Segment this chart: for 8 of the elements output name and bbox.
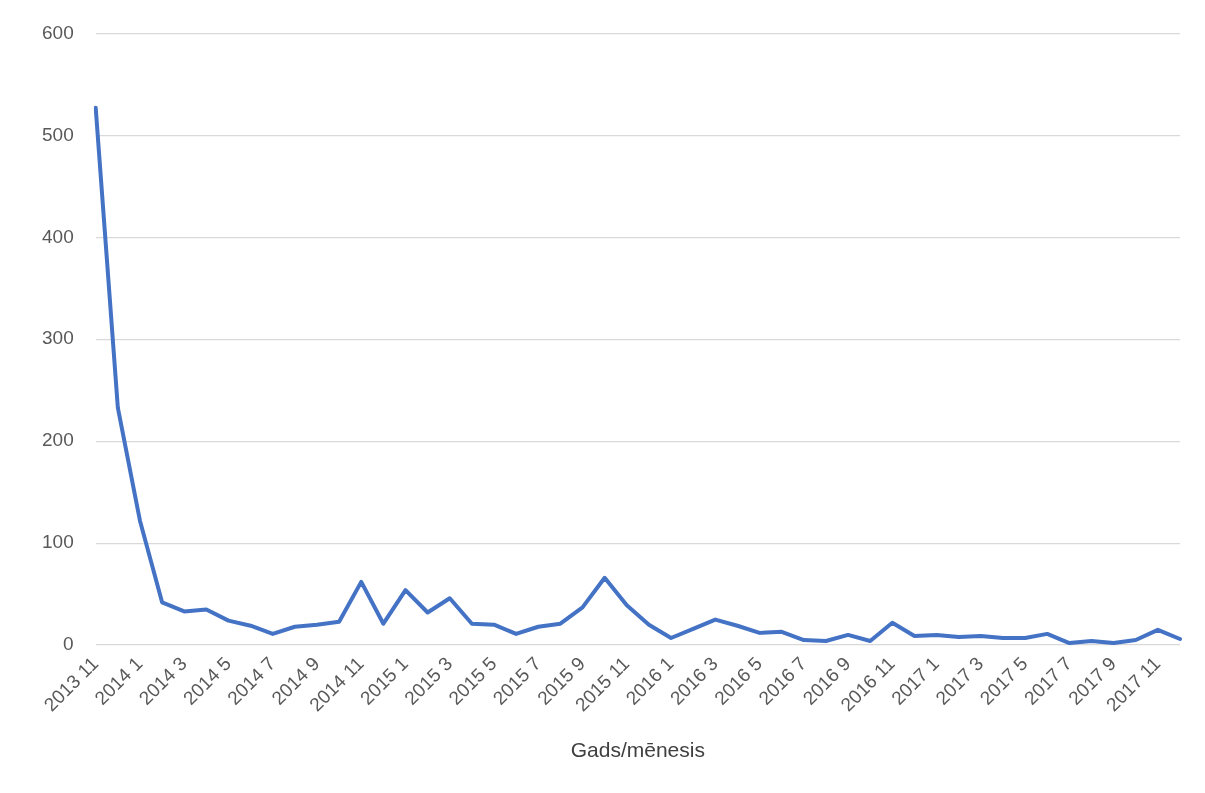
y-tick-label: 400	[42, 225, 74, 247]
y-tick-label: 0	[63, 633, 74, 655]
y-tick-label: 500	[42, 123, 74, 145]
y-tick-label: 600	[42, 21, 74, 43]
y-tick-label: 300	[42, 327, 74, 349]
y-tick-label: 200	[42, 429, 74, 451]
y-tick-label: 100	[42, 531, 74, 553]
x-axis-title: Gads/mēnesis	[570, 738, 705, 762]
